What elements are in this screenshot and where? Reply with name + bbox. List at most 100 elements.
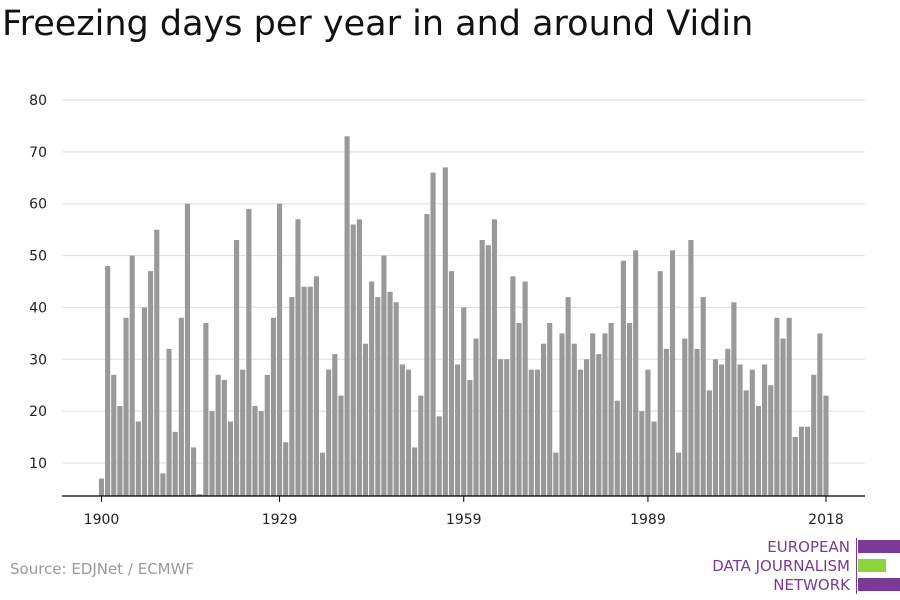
bar-1916 xyxy=(197,494,203,496)
bar-2016 xyxy=(811,374,817,496)
bar-1940 xyxy=(344,136,350,497)
bar-1993 xyxy=(669,250,676,496)
bar-1936 xyxy=(319,452,326,496)
bar-2003 xyxy=(731,302,737,496)
bar-1928 xyxy=(270,317,276,496)
bars xyxy=(98,136,829,497)
bar-1975 xyxy=(559,333,565,496)
bar-1925 xyxy=(252,405,258,496)
bar-1997 xyxy=(694,348,700,496)
bar-1938 xyxy=(332,354,338,496)
bar-1979 xyxy=(583,359,590,496)
bar-1949 xyxy=(399,364,405,496)
bar-1956 xyxy=(442,167,448,496)
bar-2017 xyxy=(817,333,823,496)
bar-1967 xyxy=(510,276,516,496)
bar-1913 xyxy=(178,317,184,496)
bar-1998 xyxy=(700,297,706,496)
chart-title: Freezing days per year in and around Vid… xyxy=(2,4,754,44)
source-note: Source: EDJNet / ECMWF xyxy=(10,560,195,578)
bar-1933 xyxy=(301,286,307,496)
x-tick-label: 2018 xyxy=(808,512,844,528)
bar-1953 xyxy=(424,214,430,496)
bar-1923 xyxy=(240,369,246,496)
bar-1961 xyxy=(473,338,479,496)
bar-1918 xyxy=(209,411,215,496)
bar-1931 xyxy=(289,297,295,496)
bar-1912 xyxy=(172,431,178,496)
bar-1947 xyxy=(387,291,393,496)
logo-bar-bottom xyxy=(858,578,900,591)
bar-2018 xyxy=(823,395,829,496)
bar-2005 xyxy=(743,390,749,496)
bar-1955 xyxy=(436,416,442,496)
bar-1991 xyxy=(657,271,663,496)
y-tick-label: 20 xyxy=(29,404,47,420)
bar-1937 xyxy=(326,369,332,496)
bar-1995 xyxy=(682,338,688,496)
bar-1989 xyxy=(645,369,651,496)
bar-2012 xyxy=(786,317,792,496)
bar-2010 xyxy=(774,317,780,496)
x-tick-label: 1900 xyxy=(84,512,120,528)
x-tick-label: 1959 xyxy=(446,512,482,528)
bar-1984 xyxy=(614,400,620,496)
bar-1976 xyxy=(565,297,571,496)
bar-chart: 10 20 30 40 50 60 70 80 1900 1929 1959 1989 2018 xyxy=(29,93,865,528)
bar-1944 xyxy=(369,281,375,496)
bar-2006 xyxy=(749,369,755,496)
bar-1968 xyxy=(516,322,522,496)
bar-1948 xyxy=(393,302,399,496)
bar-1974 xyxy=(553,452,559,496)
logo-line-3: NETWORK xyxy=(773,576,850,594)
edjnet-logo: EUROPEAN DATA JOURNALISM NETWORK xyxy=(700,538,900,594)
y-tick-label: 30 xyxy=(29,352,47,368)
bar-1990 xyxy=(651,421,657,496)
bar-1943 xyxy=(362,343,369,496)
bar-1930 xyxy=(283,442,289,496)
bar-1906 xyxy=(135,421,141,496)
bar-1941 xyxy=(350,224,356,496)
bar-1939 xyxy=(338,395,344,496)
bar-1959 xyxy=(461,307,467,496)
bar-1966 xyxy=(504,359,510,496)
bar-1954 xyxy=(430,172,436,496)
bar-1992 xyxy=(663,348,669,496)
bar-2014 xyxy=(798,426,805,496)
logo-line-2: DATA JOURNALISM xyxy=(712,557,850,575)
bar-1904 xyxy=(123,317,129,496)
x-axis-ticks: 1900 1929 1959 1989 2018 xyxy=(84,496,844,528)
bar-1917 xyxy=(203,322,209,496)
bar-1987 xyxy=(633,250,639,496)
bar-1922 xyxy=(234,240,240,496)
bar-1958 xyxy=(455,364,461,496)
bar-2001 xyxy=(719,364,725,496)
bar-1935 xyxy=(313,276,319,496)
logo-bar-middle xyxy=(858,559,886,572)
bar-1909 xyxy=(154,229,160,496)
bar-2000 xyxy=(712,359,719,496)
bar-1986 xyxy=(626,322,633,496)
bar-1999 xyxy=(706,390,712,496)
bar-1919 xyxy=(215,374,221,496)
bar-1908 xyxy=(148,271,154,496)
bar-1926 xyxy=(258,411,264,496)
logo-line-1: EUROPEAN xyxy=(767,538,850,556)
bar-1960 xyxy=(467,380,473,496)
bar-1929 xyxy=(276,203,283,496)
bar-1996 xyxy=(688,240,694,496)
x-tick-label: 1989 xyxy=(630,512,666,528)
x-tick-label: 1929 xyxy=(262,512,298,528)
bar-1981 xyxy=(596,354,602,496)
logo-bar-top xyxy=(858,540,900,553)
bar-1988 xyxy=(639,411,645,496)
bar-1921 xyxy=(227,421,234,496)
bar-1910 xyxy=(160,473,166,496)
bar-1945 xyxy=(375,297,381,496)
bar-1985 xyxy=(620,260,626,496)
bar-1973 xyxy=(547,322,553,496)
bar-1911 xyxy=(166,348,172,496)
bar-1901 xyxy=(105,265,111,496)
bar-1965 xyxy=(498,359,504,496)
bar-1951 xyxy=(412,447,418,496)
